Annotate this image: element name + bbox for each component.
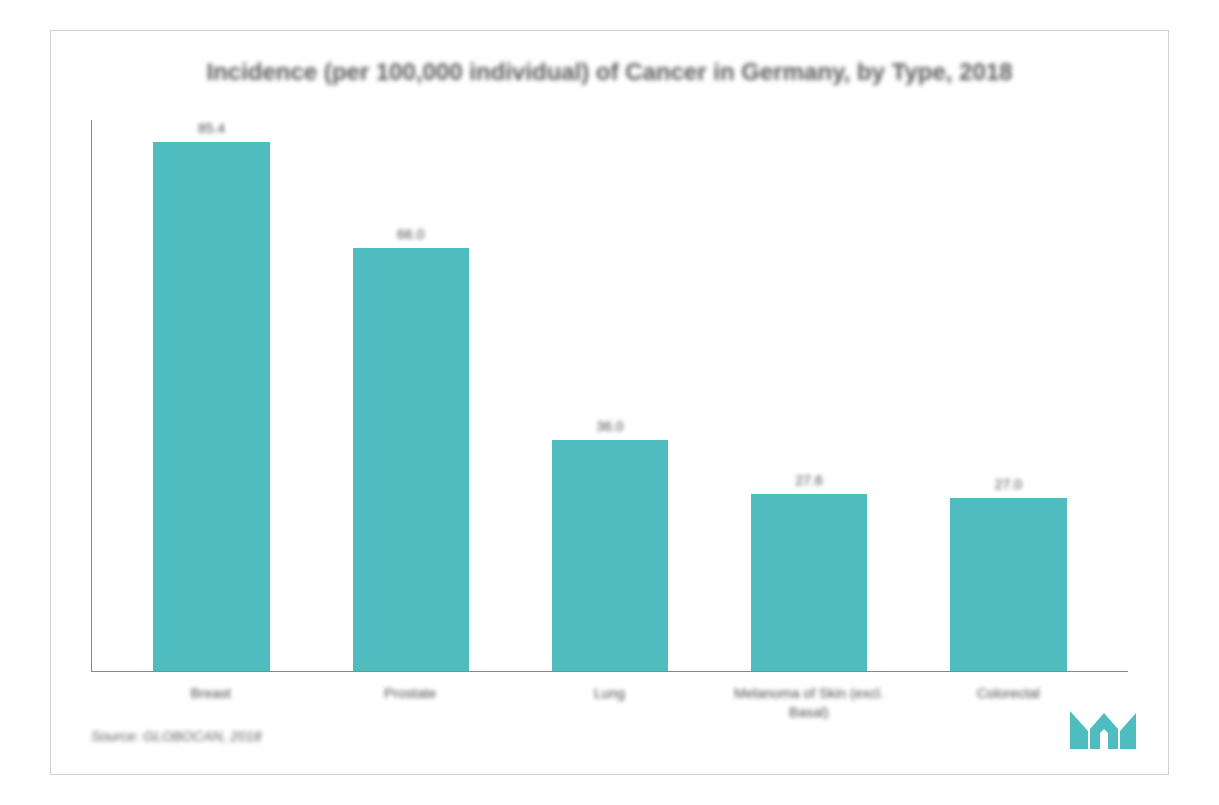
chart-container: Incidence (per 100,000 individual) of Ca… xyxy=(50,30,1169,775)
bar-value-label: 27.6 xyxy=(796,472,823,488)
bar-value-label: 66.0 xyxy=(397,226,424,242)
bar-melanoma xyxy=(751,494,868,671)
bar-value-label: 36.0 xyxy=(596,418,623,434)
logo-icon xyxy=(1068,699,1138,754)
source-note: Source: GLOBOCAN, 2018 xyxy=(91,728,261,744)
plot-area: 85.4 66.0 36.0 27.6 27.0 Breast xyxy=(91,120,1128,744)
bar-prostate xyxy=(353,248,470,671)
bar-group: 36.0 xyxy=(520,120,699,671)
bar-breast xyxy=(153,142,270,671)
bar-group: 27.6 xyxy=(720,120,899,671)
bar-group: 66.0 xyxy=(321,120,500,671)
bar-colorectal xyxy=(950,498,1067,671)
bar-lung xyxy=(552,440,669,671)
bar-value-label: 27.0 xyxy=(995,476,1022,492)
brand-logo xyxy=(1068,699,1138,754)
bar-value-label: 85.4 xyxy=(198,120,225,136)
bars-region: 85.4 66.0 36.0 27.6 27.0 xyxy=(91,120,1128,672)
bar-group: 85.4 xyxy=(122,120,301,671)
bar-group: 27.0 xyxy=(919,120,1098,671)
x-label: Prostate xyxy=(320,684,499,744)
x-label: Melanoma of Skin (excl. Basal) xyxy=(719,684,898,744)
chart-title: Incidence (per 100,000 individual) of Ca… xyxy=(91,56,1128,90)
x-label: Lung xyxy=(520,684,699,744)
